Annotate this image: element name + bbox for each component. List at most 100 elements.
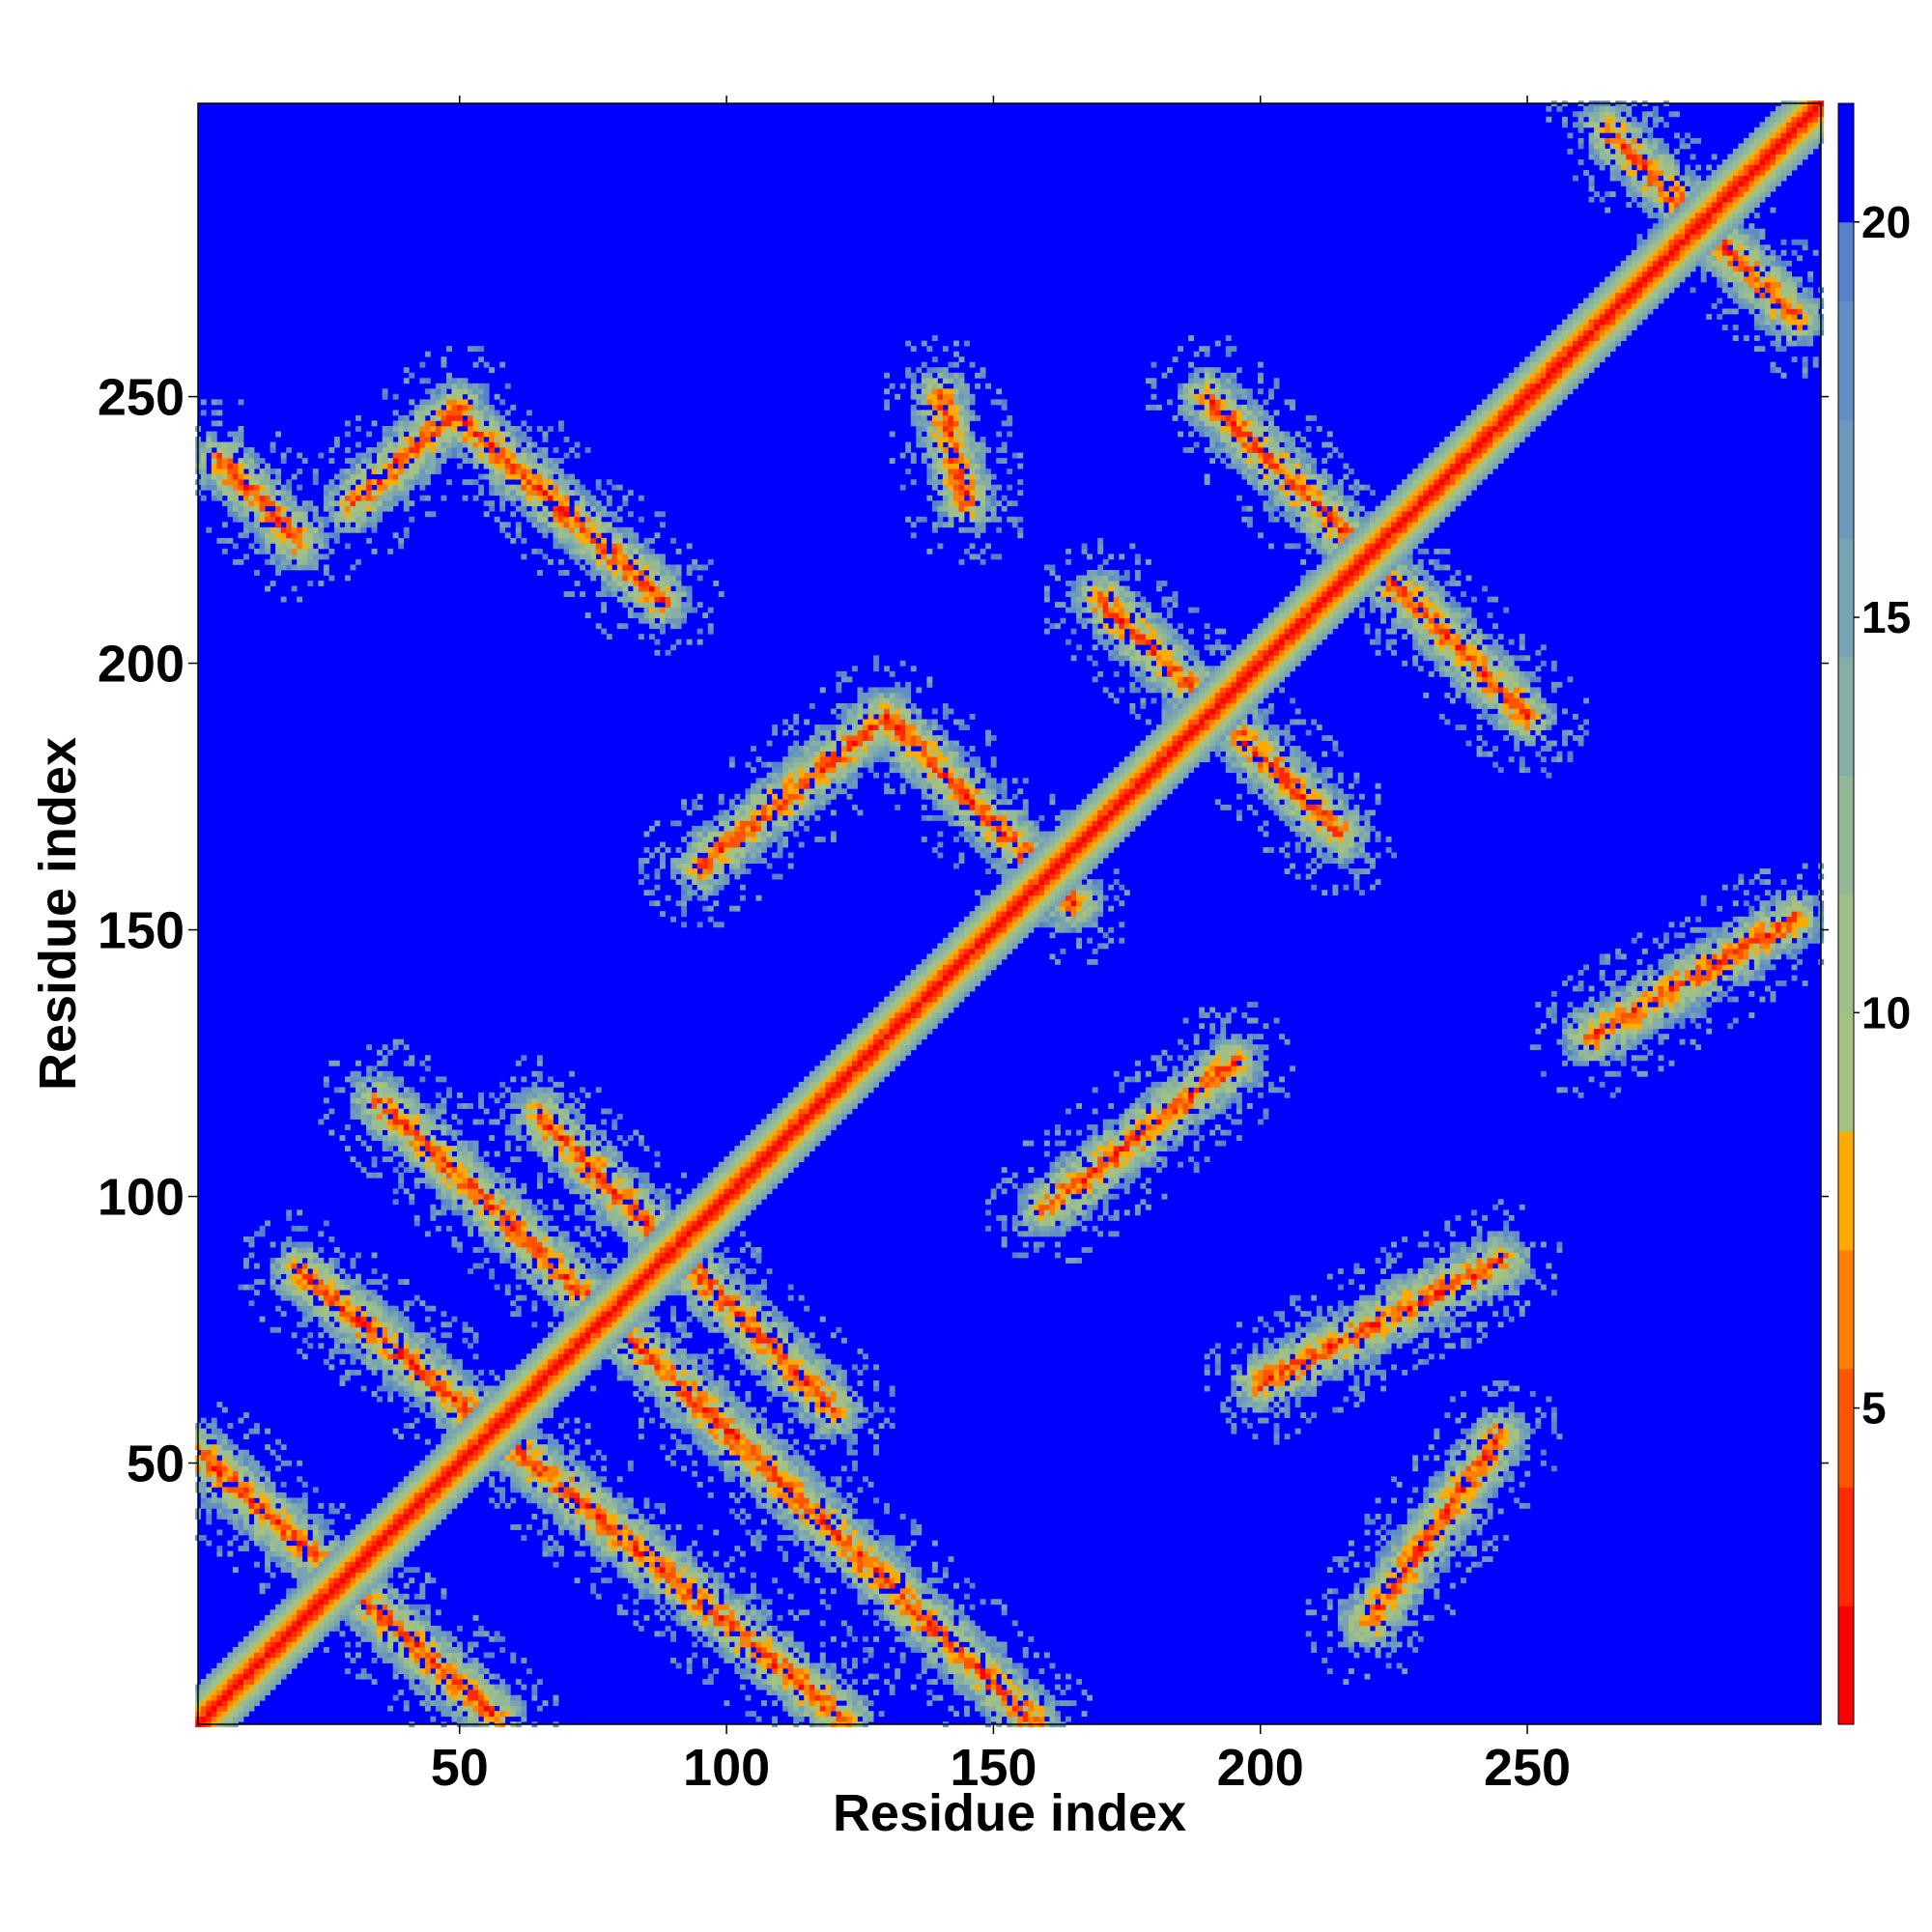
heatmap-cell	[472, 1614, 479, 1621]
heatmap-cell	[371, 1097, 378, 1104]
heatmap-cell	[531, 1423, 538, 1429]
heatmap-cell	[430, 511, 437, 518]
heatmap-cell	[377, 1076, 384, 1083]
heatmap-cell	[446, 1635, 452, 1642]
heatmap-cell	[472, 1711, 479, 1718]
heatmap-cell	[382, 1572, 388, 1578]
heatmap-cell	[451, 1460, 458, 1466]
heatmap-cell	[254, 1561, 260, 1568]
heatmap-cell	[307, 1631, 314, 1637]
heatmap-cell	[377, 495, 384, 501]
heatmap-cell	[569, 1258, 576, 1264]
heatmap-cell	[286, 1508, 293, 1515]
heatmap-cell	[510, 1311, 517, 1318]
heatmap-cell	[360, 1546, 367, 1551]
heatmap-cell	[430, 1716, 437, 1722]
heatmap-cell	[355, 469, 361, 474]
heatmap-cell	[248, 1502, 255, 1509]
heatmap-cell	[457, 1412, 463, 1418]
heatmap-cell	[419, 1631, 426, 1637]
heatmap-cell	[392, 495, 399, 501]
heatmap-cell	[403, 1380, 410, 1386]
heatmap-cell	[286, 554, 293, 560]
heatmap-cell	[387, 1070, 394, 1077]
heatmap-cell	[243, 505, 249, 512]
heatmap-cell	[563, 1156, 570, 1163]
heatmap-cell	[548, 1092, 554, 1098]
heatmap-cell	[211, 441, 217, 448]
heatmap-cell	[206, 1540, 213, 1547]
heatmap-cell	[419, 1492, 426, 1498]
heatmap-cell	[563, 1434, 570, 1440]
heatmap-cell	[382, 1582, 388, 1589]
heatmap-cell	[366, 1556, 373, 1562]
heatmap-cell	[563, 1524, 570, 1530]
heatmap-cell	[424, 441, 431, 448]
heatmap-cell	[206, 1519, 213, 1525]
heatmap-cell	[286, 1514, 293, 1520]
heatmap-cell	[243, 1690, 249, 1695]
heatmap-cell	[259, 1684, 266, 1690]
heatmap-cell	[499, 399, 506, 406]
heatmap-cell	[489, 1385, 496, 1392]
heatmap-cell	[318, 1599, 325, 1605]
heatmap-cell	[536, 484, 543, 491]
heatmap-cell	[232, 1705, 239, 1712]
heatmap-cell	[504, 1694, 511, 1701]
heatmap-cell	[360, 511, 367, 518]
heatmap-cell	[301, 1290, 308, 1296]
heatmap-cell	[419, 479, 426, 486]
heatmap-cell	[243, 532, 249, 539]
heatmap-cell	[424, 1700, 431, 1707]
heatmap-cell	[355, 1599, 361, 1605]
heatmap-cell	[494, 1236, 500, 1242]
heatmap-cell	[478, 1156, 485, 1163]
heatmap-cell	[446, 1172, 452, 1179]
heatmap-cell	[574, 537, 581, 544]
heatmap-cell	[424, 1337, 431, 1344]
heatmap-cell	[440, 1172, 447, 1179]
heatmap-cell	[377, 1337, 384, 1344]
heatmap-cell	[580, 1337, 586, 1344]
heatmap-cell	[323, 1294, 329, 1301]
heatmap-cell	[216, 410, 223, 416]
heatmap-cell	[499, 1092, 506, 1098]
heatmap-cell	[531, 1124, 538, 1130]
heatmap-cell	[478, 1625, 485, 1632]
heatmap-cell	[504, 1391, 511, 1397]
heatmap-cell	[462, 1652, 469, 1659]
heatmap-cell	[584, 1502, 591, 1509]
heatmap-cell	[521, 1247, 527, 1253]
heatmap-cell	[468, 1455, 474, 1462]
heatmap-cell	[531, 1438, 538, 1445]
heatmap-cell	[536, 1460, 543, 1466]
heatmap-cell	[489, 1497, 496, 1504]
heatmap-cell	[301, 1652, 308, 1659]
heatmap-cell	[248, 1705, 255, 1712]
heatmap-cell	[307, 1635, 314, 1642]
heatmap-cell	[468, 1380, 474, 1386]
heatmap-cell	[297, 543, 303, 550]
heatmap-cell	[526, 1220, 532, 1227]
heatmap-cell	[297, 1294, 303, 1301]
heatmap-cell	[265, 1550, 271, 1557]
heatmap-cell	[457, 1690, 463, 1695]
heatmap-cell	[580, 1321, 586, 1328]
heatmap-cell	[590, 1273, 597, 1280]
heatmap-cell	[521, 1375, 527, 1381]
heatmap-cell	[521, 1258, 527, 1264]
heatmap-cell	[345, 1311, 351, 1318]
heatmap-cell	[515, 1204, 522, 1210]
heatmap-cell	[328, 1582, 335, 1589]
heatmap-cell	[504, 1188, 511, 1195]
heatmap-cell	[297, 1631, 303, 1637]
heatmap-cell	[403, 1060, 410, 1066]
heatmap-cell	[536, 1348, 543, 1354]
heatmap-cell	[206, 1694, 213, 1701]
heatmap-cell	[387, 1103, 394, 1109]
heatmap-cell	[526, 1487, 532, 1493]
heatmap-cell	[424, 1487, 431, 1493]
heatmap-cell	[440, 1178, 447, 1184]
heatmap-cell	[440, 1631, 447, 1637]
heatmap-cell	[371, 1550, 378, 1557]
